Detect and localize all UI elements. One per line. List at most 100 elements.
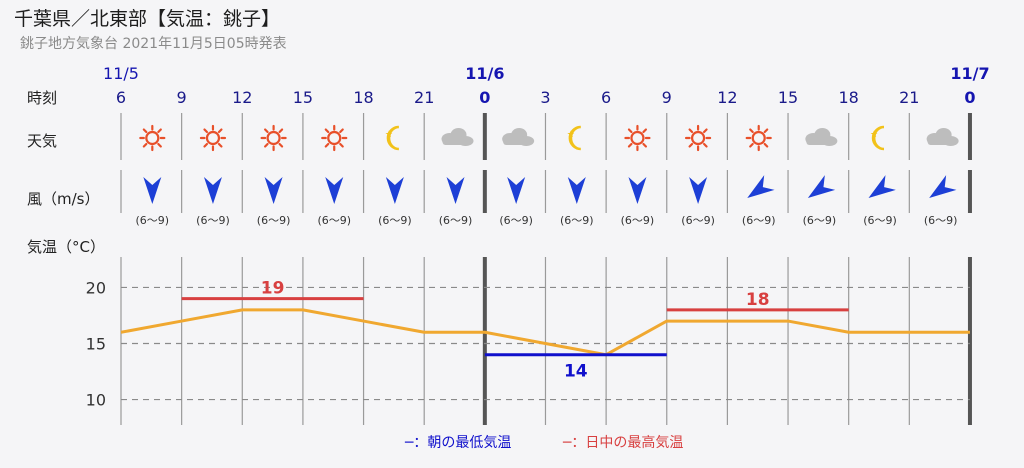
wind-arrow-shape bbox=[807, 175, 836, 199]
hour-label: 0 bbox=[479, 88, 490, 107]
wind-speed-label: (6〜9) bbox=[317, 214, 351, 227]
sun-ray bbox=[324, 128, 330, 134]
legend-min: ─：朝の最低気温 bbox=[405, 435, 512, 451]
wind-speed-label: (6〜9) bbox=[560, 214, 594, 227]
sun-ray bbox=[763, 142, 769, 148]
wind-arrow-shape bbox=[747, 175, 775, 199]
wind-speed-label: (6〜9) bbox=[681, 214, 715, 227]
wind-arrow-shape bbox=[446, 177, 465, 204]
wind-speed-label: (6〜9) bbox=[499, 214, 533, 227]
hour-label: 6 bbox=[116, 88, 126, 107]
wind-arrow-shape bbox=[868, 175, 896, 199]
hour-label: 21 bbox=[899, 88, 919, 107]
moon-star: ★ bbox=[385, 130, 393, 140]
sun-icon bbox=[745, 124, 772, 152]
moon-icon: ★ bbox=[385, 125, 400, 151]
hour-label: 3 bbox=[540, 88, 550, 107]
wind-speed-label: (6〜9) bbox=[863, 214, 897, 227]
hour-label: 21 bbox=[414, 88, 434, 107]
wind-speed-label: (6〜9) bbox=[621, 214, 655, 227]
hour-label: 9 bbox=[177, 88, 187, 107]
wind-speed-label: (6〜9) bbox=[924, 214, 958, 227]
sun-ray bbox=[749, 128, 754, 134]
wind-arrow-shape bbox=[325, 177, 344, 204]
time-row-label: 時刻 bbox=[27, 89, 58, 107]
sun-core bbox=[145, 130, 160, 146]
moon-icon: ★ bbox=[567, 125, 581, 151]
wind-arrow-icon bbox=[929, 175, 957, 199]
cloud-icon bbox=[441, 128, 474, 146]
wind-arrow-icon bbox=[143, 177, 162, 204]
wind-arrow-icon bbox=[868, 175, 896, 199]
sun-ray bbox=[278, 142, 284, 148]
wind-arrow-icon bbox=[747, 175, 775, 199]
cloud-base bbox=[503, 139, 534, 145]
wind-arrow-icon bbox=[325, 177, 344, 204]
wind-arrow-icon bbox=[264, 177, 283, 204]
y-tick-label: 15 bbox=[86, 335, 106, 354]
y-tick-label: 20 bbox=[86, 278, 106, 297]
sun-icon bbox=[139, 124, 166, 152]
sun-ray bbox=[763, 128, 769, 134]
wind-speed-label: (6〜9) bbox=[742, 214, 776, 227]
sun-core bbox=[266, 130, 281, 146]
wind-arrow-icon bbox=[807, 175, 836, 199]
sun-ray bbox=[627, 142, 633, 148]
sun-core bbox=[205, 130, 221, 146]
cloud-icon bbox=[805, 128, 838, 146]
cloud-base bbox=[806, 139, 837, 145]
hour-label: 9 bbox=[662, 88, 672, 107]
sun-ray bbox=[142, 128, 148, 134]
wind-arrow-icon bbox=[446, 177, 465, 204]
moon-crescent bbox=[568, 125, 581, 151]
sun-ray bbox=[642, 128, 648, 134]
sun-ray bbox=[688, 128, 694, 134]
moon-star: ★ bbox=[567, 130, 575, 140]
hour-label: 18 bbox=[839, 88, 859, 107]
wind-arrow-shape bbox=[929, 175, 957, 199]
cloud-base bbox=[442, 139, 473, 145]
sun-ray bbox=[264, 128, 269, 134]
hour-label: 15 bbox=[293, 88, 313, 107]
sun-icon bbox=[199, 124, 227, 152]
wind-arrow-icon bbox=[689, 177, 708, 204]
sun-ray bbox=[339, 142, 344, 148]
hour-label: 6 bbox=[601, 88, 611, 107]
wind-arrow-shape bbox=[507, 177, 526, 204]
sun-ray bbox=[278, 128, 284, 134]
wind-arrow-icon bbox=[385, 177, 404, 204]
wind-row-label: 風（m/s） bbox=[27, 190, 100, 208]
wind-arrow-icon bbox=[203, 177, 222, 204]
sun-ray bbox=[142, 142, 148, 148]
sun-ray bbox=[217, 128, 223, 134]
sun-ray bbox=[749, 142, 754, 148]
max-temp-label: 19 bbox=[261, 279, 285, 299]
wind-arrow-shape bbox=[567, 177, 586, 204]
temperature-line bbox=[120, 308, 970, 357]
wind-arrow-shape bbox=[143, 177, 162, 204]
hour-label: 12 bbox=[232, 88, 252, 107]
wind-arrow-shape bbox=[385, 177, 404, 204]
hour-label: 12 bbox=[717, 88, 737, 107]
hour-label: 0 bbox=[964, 88, 975, 107]
issue-info: 銚子地方気象台 2021年11月5日05時発表 bbox=[20, 36, 287, 52]
sun-ray bbox=[217, 142, 223, 148]
date-label: 11/5 bbox=[103, 64, 139, 83]
sun-core bbox=[751, 130, 766, 146]
sun-icon bbox=[684, 124, 712, 152]
sun-ray bbox=[702, 128, 708, 134]
cloud-icon bbox=[926, 128, 959, 146]
wind-arrow-icon bbox=[567, 177, 586, 204]
sun-icon bbox=[624, 124, 651, 152]
sun-ray bbox=[203, 128, 209, 134]
sun-ray bbox=[264, 142, 269, 148]
sun-ray bbox=[157, 142, 162, 148]
date-label: 11/7 bbox=[950, 64, 989, 83]
sun-ray bbox=[339, 128, 344, 134]
page-title: 千葉県／北東部【気温：銚子】 bbox=[14, 8, 281, 30]
date-label: 11/6 bbox=[465, 64, 504, 83]
wind-arrow-shape bbox=[628, 177, 647, 204]
sun-ray bbox=[157, 128, 162, 134]
legend-max: ─：日中の最高気温 bbox=[563, 435, 684, 451]
